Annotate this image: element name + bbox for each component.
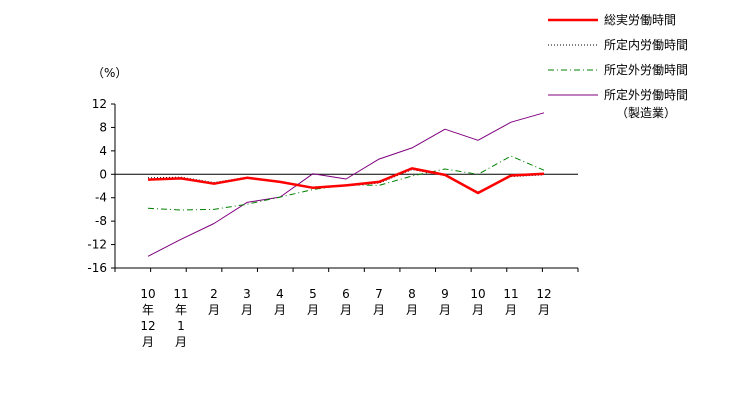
y-unit-label: （%） [92,66,127,80]
series-line [147,167,545,195]
x-tick-label: 11 月 [503,287,518,317]
legend-label: 所定外労働時間 [604,87,688,102]
y-tick-label: -8 [95,214,107,228]
y-tick-label: 4 [99,144,107,158]
legend-label: 所定外労働時間 [604,62,688,77]
y-axis: 12 8 4 0 -4 -8 -12 -16 [87,97,116,275]
x-axis: 10 年 12 月 11 年 1 月 2 月 3 月 4 月 5 月 6 月 7 月 8 月 9 月 10 月 11 月 12 月 [114,173,579,349]
x-tick-label: 10 年 12 月 [140,287,155,349]
legend-label: 総実労働時間 [604,12,676,27]
legend-sublabel: （製造業） [616,106,676,120]
x-tick-label: 12 月 [536,287,551,317]
y-tick-label: 12 [92,97,107,111]
y-tick-label: 0 [99,167,107,181]
series-lines [147,112,545,257]
y-tick-label: -16 [87,261,107,275]
legend-label: 所定内労働時間 [604,37,688,52]
y-tick-label: -4 [95,191,107,205]
x-tick-label: 10 月 [470,287,485,317]
y-tick-label: 8 [99,120,107,134]
x-tick-label: 11 年 1 月 [173,287,188,349]
series-line [147,112,545,257]
y-tick-label: -12 [87,238,107,252]
